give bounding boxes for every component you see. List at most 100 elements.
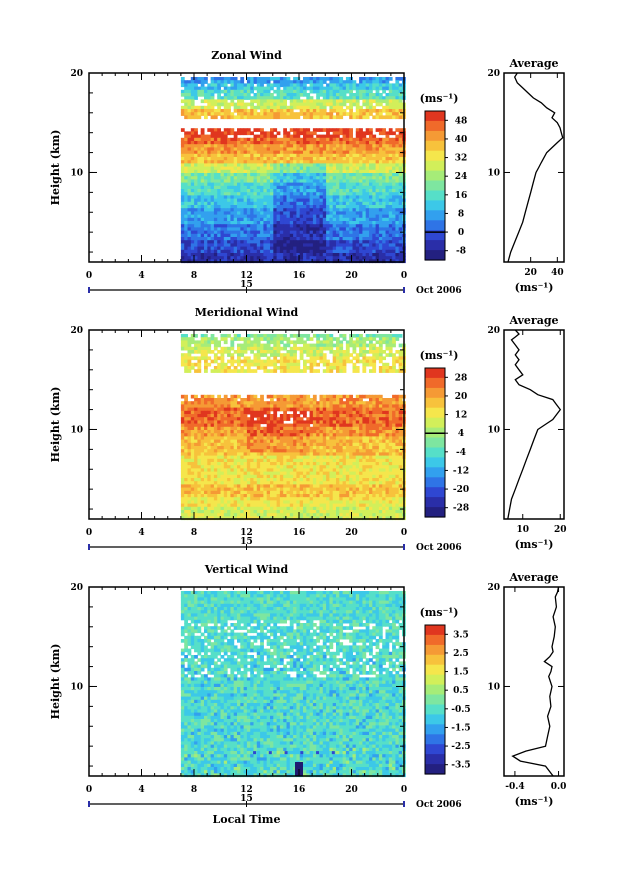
profile-title-1: Average: [508, 57, 558, 70]
colorbar-swatch: [425, 387, 445, 399]
y-axis-label-1: Height (km): [49, 130, 62, 206]
colorbar-label: -4: [456, 448, 466, 458]
profile-x-tick-label: 40: [551, 268, 564, 278]
colorbar-swatch: [425, 764, 445, 775]
heatmap-field-1: [180, 77, 406, 264]
y-axis-label-3: Height (km): [49, 644, 62, 720]
colorbar-swatch: [425, 140, 445, 152]
date-label: 15: [240, 794, 253, 804]
colorbar-label: 4: [458, 429, 464, 439]
x-tick-label: 0: [401, 271, 407, 281]
x-tick-label: 20: [345, 528, 358, 538]
x-tick-label: 4: [138, 785, 144, 795]
y-tick-label: 20: [70, 583, 83, 593]
colorbar-label: -3.5: [451, 761, 470, 771]
x-tick-label: 0: [86, 528, 92, 538]
heatmap-field-2: [180, 334, 406, 521]
month-label: Oct 2006: [416, 800, 462, 810]
colorbar-2: [425, 368, 445, 518]
colorbar-swatch: [425, 714, 445, 725]
profile-frame-1: [503, 72, 565, 263]
date-label: 15: [240, 537, 253, 547]
colorbar-swatch: [425, 407, 445, 419]
month-label: Oct 2006: [416, 543, 462, 553]
colorbar-label: -8: [456, 247, 466, 257]
colorbar-swatch: [425, 170, 445, 182]
profile-unit: (ms⁻¹): [515, 538, 554, 551]
colorbar-swatch: [425, 368, 445, 379]
colorbar-label: 32: [455, 154, 468, 164]
x-tick-label: 4: [138, 271, 144, 281]
colorbar-label: 1.5: [453, 668, 469, 678]
colorbar-swatch: [425, 467, 445, 478]
x-tick-label: 0: [401, 785, 407, 795]
colorbar-label: 48: [455, 116, 468, 126]
colorbar-label: 2.5: [453, 649, 469, 659]
profile-x-tick-label: -0.4: [505, 782, 524, 792]
colorbar-label: -12: [453, 466, 469, 476]
vertical-wind-dot: [284, 751, 288, 755]
colorbar-label: 0.5: [453, 686, 469, 696]
vertical-wind-dot: [316, 751, 320, 755]
colorbar-swatch: [425, 200, 445, 211]
x-tick-label: 12: [240, 528, 253, 538]
profile-line-2: [507, 329, 562, 520]
x-tick-label: 0: [401, 528, 407, 538]
profile-y-tick-label: 20: [487, 69, 500, 79]
colorbar-swatch: [425, 684, 445, 696]
x-tick-label: 20: [345, 271, 358, 281]
colorbar-swatch: [425, 120, 445, 132]
colorbar-label: 0: [458, 228, 464, 238]
x-tick-label: 20: [345, 785, 358, 795]
colorbar-swatch: [425, 250, 445, 261]
colorbar-swatch: [425, 724, 445, 735]
x-tick-label: 16: [293, 785, 306, 795]
colorbar-label: 3.5: [453, 630, 469, 640]
colorbar-swatch: [425, 634, 445, 646]
profile-x-tick-label: 0.0: [551, 782, 567, 792]
colorbar-label: 20: [455, 392, 468, 402]
colorbar-swatch: [425, 240, 445, 251]
colorbar-label: -1.5: [451, 723, 470, 733]
colorbar-swatch: [425, 457, 445, 468]
profile-unit: (ms⁻¹): [515, 281, 554, 294]
colorbar-swatch: [425, 150, 445, 162]
colorbar-swatch: [425, 674, 445, 686]
colorbar-swatch: [425, 694, 445, 705]
profile-frame-2: [503, 329, 565, 520]
colorbar-swatch: [425, 111, 445, 122]
profile-title-3: Average: [508, 571, 558, 584]
x-tick-label: 8: [191, 785, 197, 795]
profile-line-1: [507, 72, 564, 263]
colorbar-swatch: [425, 664, 445, 676]
x-tick-label: 4: [138, 528, 144, 538]
profile-frame-3: [503, 586, 565, 777]
vertical-wind-dot: [253, 751, 257, 755]
profile-y-tick-label: 10: [487, 425, 500, 435]
colorbar-swatch: [425, 447, 445, 458]
colorbar-swatch: [425, 397, 445, 409]
colorbar-label: 28: [455, 373, 468, 383]
x-tick-label: 8: [191, 528, 197, 538]
heatmap-title-1: Zonal Wind: [211, 49, 282, 62]
colorbar-label: 8: [458, 209, 464, 219]
profile-title-2: Average: [508, 314, 558, 327]
date-label: 15: [240, 280, 253, 290]
y-tick-label: 10: [70, 682, 83, 692]
colorbar-swatch: [425, 754, 445, 765]
y-tick-label: 20: [70, 69, 83, 79]
y-tick-label: 10: [70, 425, 83, 435]
colorbar-swatch: [425, 644, 445, 656]
colorbar-swatch: [425, 744, 445, 755]
vertical-wind-dot: [300, 751, 304, 755]
colorbar-label: -28: [453, 504, 469, 514]
colorbar-frame: [424, 110, 446, 261]
colorbar-swatch: [425, 130, 445, 142]
colorbar-swatch: [425, 477, 445, 488]
colorbar-3: [425, 625, 445, 775]
colorbar-swatch: [425, 160, 445, 172]
x-axis-label: Local Time: [213, 813, 281, 826]
colorbar-label: 12: [455, 411, 468, 421]
colorbar-label: -0.5: [451, 705, 470, 715]
